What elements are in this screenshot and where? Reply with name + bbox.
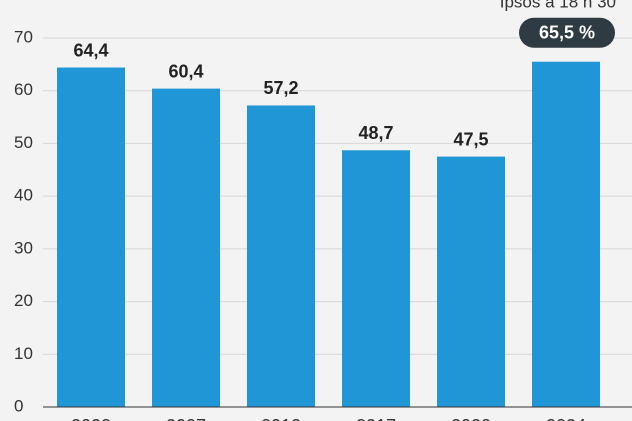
- value-label: 65,5 %: [539, 22, 595, 42]
- x-tick-label: 2024: [546, 416, 586, 421]
- y-tick-label: 0: [14, 396, 23, 415]
- y-tick-label: 60: [14, 80, 33, 99]
- y-tick-label: 40: [14, 186, 33, 205]
- value-label: 64,4: [73, 40, 108, 60]
- value-label: 48,7: [358, 123, 393, 143]
- bar: [152, 88, 220, 407]
- y-tick-label: 70: [14, 27, 33, 46]
- x-tick-label: 2017: [356, 416, 396, 421]
- value-label: 60,4: [168, 61, 203, 81]
- x-tick-label: 2007: [166, 416, 206, 421]
- bar: [247, 105, 315, 407]
- source-note: Ipsos à 18 h 30: [500, 0, 616, 11]
- value-label: 57,2: [263, 78, 298, 98]
- bar: [342, 150, 410, 407]
- value-label-pill: [519, 17, 615, 48]
- x-tick-label: 2012: [261, 416, 301, 421]
- bar: [57, 67, 125, 408]
- bar: [532, 61, 600, 407]
- y-tick-label: 10: [14, 344, 33, 363]
- bar: [437, 156, 505, 407]
- value-label: 47,5: [453, 129, 488, 149]
- y-tick-label: 30: [14, 238, 33, 257]
- y-tick-label: 20: [14, 291, 33, 310]
- y-tick-label: 50: [14, 133, 33, 152]
- x-tick-label: 2002: [71, 416, 111, 421]
- x-tick-label: 2022: [451, 416, 491, 421]
